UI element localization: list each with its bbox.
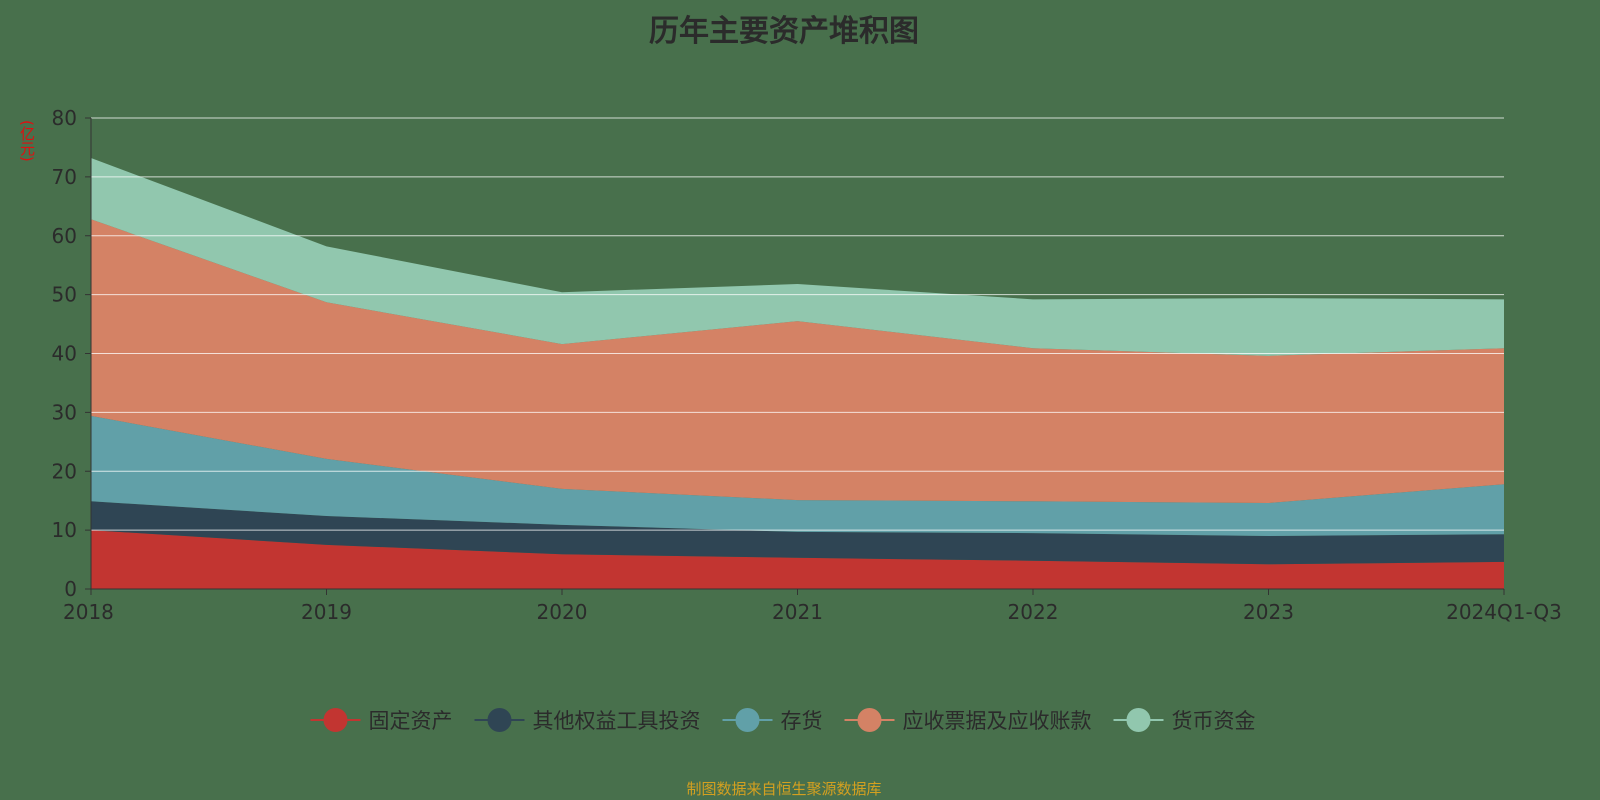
area-3 [91,219,1504,504]
y-tick-label: 0 [64,577,77,601]
y-tick-label: 20 [52,459,77,483]
x-tick-label: 2019 [301,600,352,624]
legend-marker-1 [487,708,512,732]
y-tick-label: 60 [52,224,77,248]
legend-label-4: 货币资金 [1172,709,1256,733]
y-axis-label: (亿元) [18,120,36,162]
y-tick-label: 30 [52,400,77,424]
y-tick-label: 40 [52,342,77,366]
area-4 [91,158,1504,356]
legend-label-2: 存货 [781,709,823,733]
area-2 [91,415,1504,537]
chart-title: 历年主要资产堆积图 [649,14,919,49]
legend-label-3: 应收票据及应收账款 [903,709,1092,733]
area-1 [91,501,1504,565]
x-tick-label: 2021 [772,600,823,624]
legend-label-0: 固定资产 [369,709,453,733]
x-tick-label: 2022 [1008,600,1059,624]
legend-marker-3 [857,708,882,732]
y-tick-label: 50 [52,283,77,307]
x-tick-label: 2023 [1243,600,1294,624]
x-tick-label: 2024Q1-Q3 [1446,600,1562,624]
x-tick-label: 2020 [537,600,588,624]
legend-marker-0 [323,708,348,732]
legend-marker-2 [735,708,760,732]
x-tick-label: 2018 [63,600,114,624]
y-tick-label: 80 [52,106,77,130]
area-0 [91,530,1504,589]
y-tick-label: 70 [52,165,77,189]
y-tick-label: 10 [52,518,77,542]
data-source-note: 制图数据来自恒生聚源数据库 [686,780,882,798]
legend-marker-4 [1126,708,1151,732]
legend-label-1: 其他权益工具投资 [533,709,701,733]
